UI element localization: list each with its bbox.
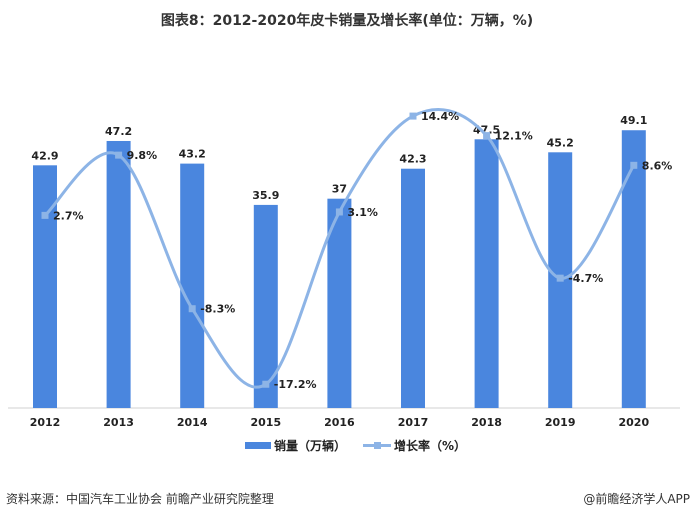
x-tick-2013: 2013 (103, 416, 134, 429)
bar-label-2016: 37 (332, 183, 347, 196)
chart: 42.9 2012 47.2 2013 43.2 2014 35.9 2015 37 2016 42… (8, 108, 680, 453)
growth-point-2013 (115, 151, 123, 159)
growth-label-2014: -8.3% (200, 303, 235, 316)
growth-point-2019 (556, 274, 564, 282)
chart-title: 图表8：2012-2020年皮卡销量及增长率(单位：万辆，%) (160, 13, 534, 29)
x-tick-2015: 2015 (250, 416, 281, 429)
bar-2017 (401, 168, 425, 408)
x-tick-2017: 2017 (398, 416, 429, 429)
x-tick-2014: 2014 (177, 416, 208, 429)
bar-2014 (180, 163, 205, 408)
growth-label-2016: 3.1% (347, 206, 378, 219)
growth-label-2015: -17.2% (274, 378, 317, 391)
bar-2020 (621, 130, 646, 408)
bar-label-2019: 45.2 (547, 136, 574, 149)
bar-label-2018: 47.5 (473, 123, 500, 136)
legend-line-marker (374, 442, 381, 449)
growth-point-2020 (630, 161, 638, 169)
credit: @前瞻经济学人APP (583, 492, 690, 506)
growth-label-2019: -4.7% (568, 272, 603, 285)
x-tick-2020: 2020 (618, 416, 649, 429)
source-note: 资料来源：中国汽车工业协会 前瞻产业研究院整理 (6, 492, 274, 506)
x-tick-2018: 2018 (471, 416, 502, 429)
x-tick-2019: 2019 (545, 416, 576, 429)
legend-bar-label: 销量（万辆） (274, 438, 346, 453)
growth-point-2016 (335, 208, 343, 216)
growth-label-2017: 14.4% (421, 110, 459, 123)
bar-2013 (106, 140, 131, 409)
bar-2015 (253, 204, 278, 408)
growth-point-2014 (188, 305, 196, 313)
growth-point-2017 (409, 112, 417, 120)
growth-label-2018: 12.1% (495, 130, 533, 143)
bar-label-2015: 35.9 (252, 189, 279, 202)
growth-point-2018 (483, 132, 491, 140)
legend-line-label: 增长率（%） (394, 438, 466, 453)
bar-2018 (474, 139, 499, 409)
x-tick-2016: 2016 (324, 416, 355, 429)
growth-label-2020: 8.6% (642, 159, 673, 172)
bar-2016 (327, 198, 352, 408)
bar-label-2012: 42.9 (31, 149, 58, 162)
bar-label-2020: 49.1 (620, 114, 647, 127)
legend-bar-swatch (245, 442, 271, 449)
bar-label-2017: 42.3 (399, 153, 426, 166)
growth-point-2015 (262, 380, 270, 388)
x-tick-2012: 2012 (30, 416, 61, 429)
bar-label-2014: 43.2 (179, 148, 206, 161)
growth-label-2012: 2.7% (53, 209, 84, 222)
bar-2012 (33, 165, 57, 408)
bar-label-2013: 47.2 (105, 125, 132, 138)
growth-label-2013: 9.8% (127, 149, 158, 162)
growth-point-2012 (41, 211, 49, 219)
